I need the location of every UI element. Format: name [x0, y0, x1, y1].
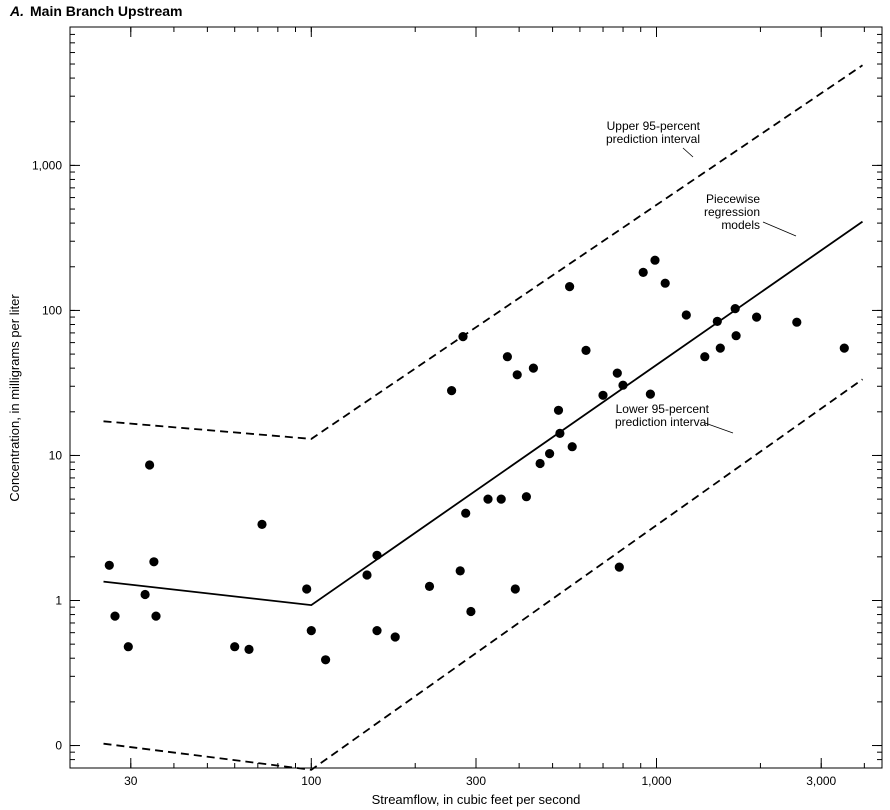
- annotation-line: prediction interval: [615, 415, 709, 429]
- data-point: [581, 345, 591, 355]
- y-tick-label: 100: [42, 303, 62, 317]
- annotation-leader: [762, 221, 797, 237]
- y-tick-label: 1,000: [32, 158, 62, 172]
- data-point: [461, 508, 471, 518]
- annotation-line: regression: [704, 205, 760, 219]
- annotation-leader: [704, 422, 734, 434]
- tick-labels: 30 100 300 1,000 3,000 0 1 10 100 1,000: [32, 158, 837, 788]
- panel-letter: A.: [10, 3, 24, 19]
- data-point: [535, 458, 545, 469]
- regression-annotation: Piecewise regression models: [704, 192, 760, 232]
- data-point: [612, 368, 622, 378]
- major-ticks: [70, 27, 882, 768]
- data-point: [660, 278, 670, 288]
- data-point: [545, 449, 555, 459]
- data-point: [244, 644, 254, 655]
- y-tick-label: 1: [55, 593, 62, 607]
- data-point: [618, 380, 628, 390]
- data-point: [390, 632, 400, 642]
- data-point: [730, 304, 740, 314]
- data-point: [650, 255, 660, 265]
- panel-title: A. Main Branch Upstream: [10, 3, 182, 19]
- data-point: [712, 316, 722, 326]
- data-point: [502, 352, 512, 362]
- data-point: [110, 611, 120, 621]
- data-point: [140, 589, 150, 600]
- annotation-line: Lower 95-percent: [616, 402, 710, 416]
- annotation-leader: [682, 147, 694, 158]
- x-tick-label: 300: [466, 774, 486, 788]
- data-point: [306, 626, 316, 636]
- data-point: [645, 389, 656, 399]
- y-axis-label: Concentration, in milligrams per liter: [7, 294, 22, 502]
- data-point: [700, 352, 710, 362]
- data-point: [792, 317, 802, 327]
- data-point: [839, 343, 849, 353]
- annotation-line: Piecewise: [706, 192, 760, 206]
- data-point: [512, 370, 522, 380]
- data-point: [447, 386, 457, 396]
- data-point: [510, 584, 520, 594]
- plot-frame: [69, 26, 883, 769]
- x-tick-label: 3,000: [806, 774, 836, 788]
- data-point: [149, 557, 159, 567]
- data-point: [614, 562, 624, 572]
- x-tick-label: 100: [301, 774, 321, 788]
- regression-line: [103, 220, 864, 607]
- lower-prediction-line: [103, 378, 864, 771]
- data-point: [638, 267, 648, 277]
- data-point: [715, 343, 725, 353]
- data-point: [528, 363, 539, 373]
- annotation-line: Upper 95-percent: [607, 119, 701, 133]
- upper-prediction-line: [103, 64, 864, 440]
- data-point: [424, 581, 435, 592]
- data-point: [257, 519, 267, 530]
- data-point: [321, 655, 331, 665]
- upper-interval-annotation: Upper 95-percent prediction interval: [606, 119, 701, 146]
- lower-interval-annotation: Lower 95-percent prediction interval: [615, 402, 710, 429]
- data-point: [123, 642, 133, 652]
- model-lines: [103, 64, 864, 771]
- data-point: [598, 390, 608, 400]
- y-tick-label: 10: [49, 448, 63, 462]
- data-point: [372, 550, 382, 560]
- data-point: [567, 442, 577, 452]
- data-point: [455, 566, 465, 576]
- data-point: [466, 606, 476, 617]
- data-point: [151, 611, 161, 621]
- x-tick-label: 30: [124, 774, 138, 788]
- data-point: [483, 494, 493, 504]
- data-point: [496, 494, 506, 504]
- annotations: Upper 95-percent prediction intervalPiece…: [606, 119, 797, 434]
- annotation-line: models: [721, 218, 760, 232]
- data-point: [458, 332, 468, 342]
- panel-title-text: Main Branch Upstream: [30, 3, 183, 19]
- data-point: [731, 331, 741, 341]
- data-point: [362, 570, 372, 580]
- annotation-line: prediction interval: [606, 132, 700, 146]
- data-point: [104, 560, 114, 570]
- data-point: [302, 584, 312, 594]
- data-point: [752, 312, 762, 322]
- data-point: [145, 460, 155, 470]
- data-point: [555, 428, 565, 438]
- x-axis-label: Streamflow, in cubic feet per second: [372, 792, 581, 807]
- data-point: [681, 310, 691, 320]
- minor-ticks: [70, 27, 882, 768]
- data-point: [521, 492, 532, 502]
- data-points: [104, 255, 849, 665]
- y-tick-label: 0: [55, 739, 62, 753]
- data-point: [553, 405, 564, 415]
- x-tick-label: 1,000: [641, 774, 671, 788]
- data-point: [565, 282, 575, 292]
- data-point: [372, 626, 382, 636]
- data-point: [230, 642, 240, 652]
